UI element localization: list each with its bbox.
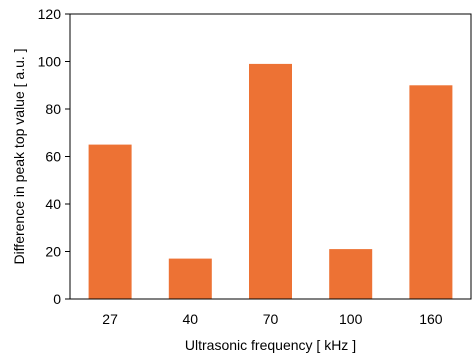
y-tick-label: 40: [45, 196, 61, 212]
x-tick-label: 160: [419, 311, 443, 327]
y-axis-ticks: 0 20 40 60 80 100 120: [38, 6, 70, 307]
x-tick-label: 100: [339, 311, 363, 327]
y-tick-label: 20: [45, 244, 61, 260]
x-axis-title: Ultrasonic frequency [ kHz ]: [185, 337, 356, 353]
y-axis-title: Difference in peak top value [ a.u. ]: [11, 48, 27, 264]
bar-27: [88, 144, 132, 299]
bars-group: [88, 63, 453, 300]
plot-frame: [69, 13, 472, 300]
bar-160: [409, 85, 453, 300]
x-tick-label: 40: [183, 311, 199, 327]
y-tick-label: 0: [53, 291, 61, 307]
bar-40: [168, 258, 212, 299]
bar-70: [249, 63, 292, 300]
x-tick-label: 27: [102, 311, 118, 327]
y-tick-label: 120: [38, 6, 62, 22]
bar-100: [329, 249, 373, 299]
x-axis-ticks: 27 40 70 100 160: [102, 311, 442, 327]
x-tick-label: 70: [263, 311, 279, 327]
y-tick-label: 100: [38, 54, 62, 70]
y-tick-label: 60: [45, 149, 61, 165]
y-tick-label: 80: [45, 101, 61, 117]
